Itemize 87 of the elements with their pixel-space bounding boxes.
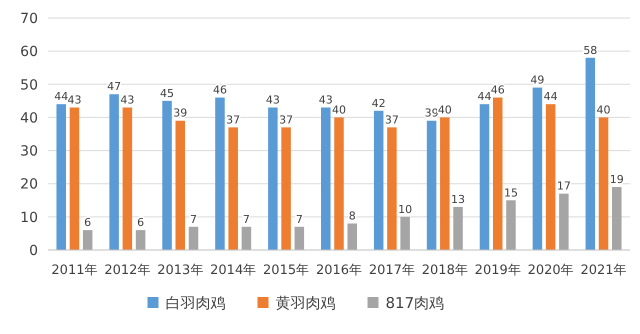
bar xyxy=(82,230,92,250)
x-tick-label: 2017年 xyxy=(368,263,415,278)
bar xyxy=(215,98,225,250)
legend-label: 黄羽肉鸡 xyxy=(276,294,336,312)
bar xyxy=(480,104,490,250)
bar xyxy=(598,117,608,250)
bar xyxy=(321,107,331,250)
x-tick-label: 2016年 xyxy=(316,263,362,278)
bar xyxy=(188,226,198,250)
bar xyxy=(426,120,436,250)
bar xyxy=(440,117,450,250)
data-label: 46 xyxy=(212,84,227,97)
data-label: 47 xyxy=(107,80,122,94)
bar xyxy=(532,88,542,250)
bar xyxy=(228,127,238,250)
data-label: 15 xyxy=(504,186,518,200)
data-label: 42 xyxy=(372,96,386,110)
data-label: 6 xyxy=(137,216,144,230)
data-label: 6 xyxy=(84,216,92,230)
y-tick-label: 10 xyxy=(20,210,38,226)
x-tick-label: 2012年 xyxy=(104,263,150,278)
data-label: 44 xyxy=(544,90,558,104)
data-label: 17 xyxy=(556,180,571,193)
bar xyxy=(268,107,278,250)
data-label: 43 xyxy=(318,93,333,106)
legend-label: 817肉鸡 xyxy=(386,294,444,312)
data-label: 44 xyxy=(478,90,492,104)
data-label: 43 xyxy=(67,93,82,106)
data-label: 37 xyxy=(226,113,240,126)
bar xyxy=(506,200,516,250)
data-label: 46 xyxy=(490,84,505,97)
data-label: 49 xyxy=(530,74,544,87)
data-label: 44 xyxy=(54,90,68,104)
bar xyxy=(453,206,463,250)
data-label: 39 xyxy=(173,106,188,120)
data-label: 43 xyxy=(120,93,134,106)
bar xyxy=(612,187,622,250)
bar xyxy=(546,104,556,250)
data-label: 10 xyxy=(398,202,412,216)
bar xyxy=(334,117,344,250)
bar xyxy=(281,127,291,250)
bar xyxy=(374,110,384,250)
x-tick-label: 2011年 xyxy=(51,263,98,278)
bar xyxy=(56,104,66,250)
x-tick-label: 2020年 xyxy=(528,263,574,278)
bar xyxy=(294,226,304,250)
y-tick-label: 20 xyxy=(20,176,38,193)
data-label: 40 xyxy=(596,103,611,116)
y-tick-label: 60 xyxy=(20,44,38,60)
data-label: 40 xyxy=(438,103,452,116)
y-tick-label: 50 xyxy=(20,77,38,94)
x-tick-label: 2021年 xyxy=(580,263,627,278)
bar xyxy=(176,120,186,250)
data-label: 13 xyxy=(451,192,466,206)
data-label: 19 xyxy=(610,173,624,186)
bar xyxy=(122,107,132,250)
data-label: 37 xyxy=(279,113,294,126)
bar xyxy=(559,194,569,250)
bar xyxy=(586,58,596,250)
y-tick-label: 0 xyxy=(29,243,38,259)
bar xyxy=(242,226,252,250)
bar xyxy=(70,107,80,250)
bar xyxy=(400,216,410,250)
data-label: 7 xyxy=(242,212,250,226)
data-label: 7 xyxy=(296,212,303,226)
y-tick-label: 30 xyxy=(20,144,38,160)
bar xyxy=(109,94,119,250)
data-label: 43 xyxy=(266,93,280,106)
bar xyxy=(492,98,502,250)
bar xyxy=(162,100,172,250)
data-label: 7 xyxy=(190,212,197,226)
y-tick-label: 40 xyxy=(20,110,38,126)
data-label: 45 xyxy=(160,86,174,100)
x-tick-label: 2019年 xyxy=(474,263,521,278)
data-label: 40 xyxy=(332,103,346,116)
bar xyxy=(347,223,357,250)
y-tick-label: 70 xyxy=(20,11,38,27)
bar xyxy=(387,127,397,250)
x-tick-label: 2014年 xyxy=(210,263,256,278)
bar xyxy=(136,230,146,250)
x-tick-label: 2015年 xyxy=(263,263,310,278)
data-label: 58 xyxy=(583,44,598,57)
x-tick-label: 2018年 xyxy=(422,263,468,278)
data-label: 37 xyxy=(384,113,399,126)
data-label: 8 xyxy=(348,209,356,222)
x-tick-label: 2013年 xyxy=(157,263,204,278)
legend-label: 白羽肉鸡 xyxy=(166,294,226,312)
